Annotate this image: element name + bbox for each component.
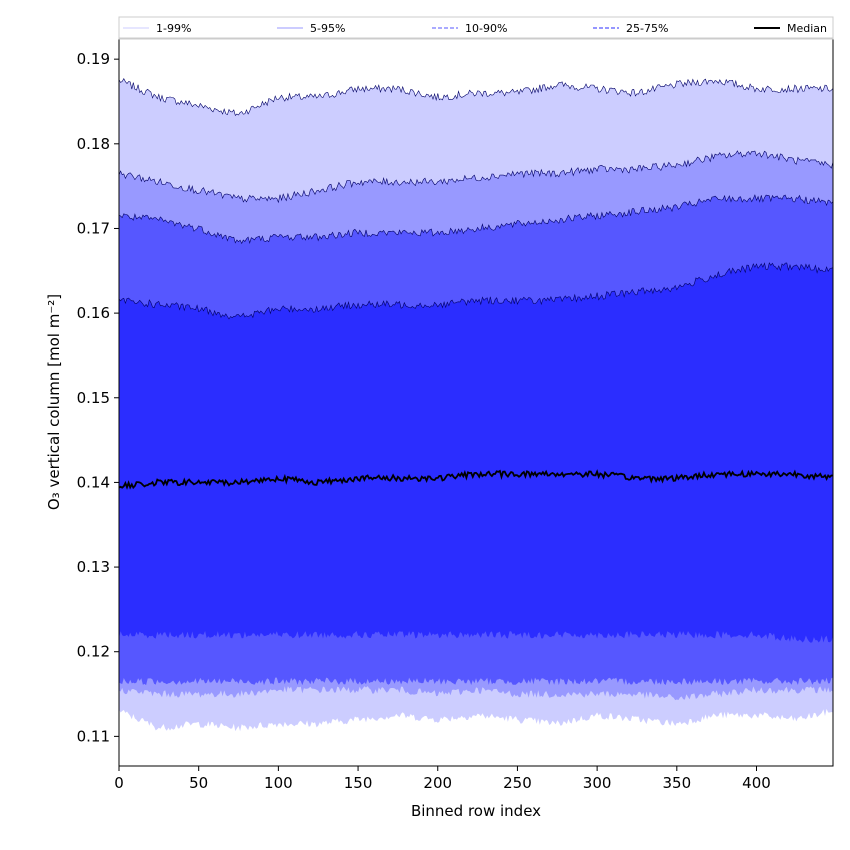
- x-tick-label: 50: [189, 774, 208, 792]
- band-25-75-upper-line: [118, 262, 834, 320]
- y-axis: 0.11 0.12 0.13 0.14 0.15 0.16 0.17 0.18 0.19: [77, 50, 119, 745]
- y-axis-title: O₃ vertical column [mol m⁻²]: [45, 294, 63, 510]
- y-tick-label: 0.12: [77, 643, 110, 661]
- x-axis: 0 50 100 150 200 250 300 350 400: [114, 766, 771, 792]
- median-line: [118, 469, 833, 490]
- legend-items: 1-99% 5-95% 10-90% 25-75% Median: [123, 22, 827, 35]
- band-25-75-fill: [119, 262, 833, 643]
- bands-layer: [118, 77, 834, 732]
- band-1-99-upper-line: [118, 77, 834, 116]
- x-tick-label: 200: [423, 774, 452, 792]
- x-tick-label: 400: [742, 774, 771, 792]
- y-tick-label: 0.19: [77, 50, 110, 68]
- y-tick-label: 0.16: [77, 304, 110, 322]
- legend-label-5-95: 5-95%: [310, 22, 345, 35]
- y-tick-label: 0.14: [77, 473, 110, 491]
- legend-label-1-99: 1-99%: [156, 22, 191, 35]
- band-10-90-upper-line: [118, 194, 834, 245]
- y-tick-label: 0.13: [77, 558, 110, 576]
- legend-label-Median: Median: [787, 22, 827, 35]
- legend-box: [118, 16, 834, 40]
- x-axis-title: Binned row index: [411, 802, 541, 820]
- x-tick-label: 0: [114, 774, 124, 792]
- y-tick-label: 0.17: [77, 219, 110, 237]
- legend: 1-99% 5-95% 10-90% 25-75% Median: [118, 16, 834, 40]
- x-tick-label: 250: [503, 774, 532, 792]
- x-tick-label: 150: [344, 774, 373, 792]
- y-tick-label: 0.11: [77, 727, 110, 745]
- x-tick-label: 100: [264, 774, 293, 792]
- x-tick-label: 350: [662, 774, 691, 792]
- legend-label-25-75: 25-75%: [626, 22, 668, 35]
- x-tick-label: 300: [583, 774, 612, 792]
- band-5-95-upper-line: [118, 150, 834, 204]
- median-layer: [118, 469, 833, 490]
- y-tick-label: 0.18: [77, 135, 110, 153]
- legend-label-10-90: 10-90%: [465, 22, 507, 35]
- y-tick-label: 0.15: [77, 389, 110, 407]
